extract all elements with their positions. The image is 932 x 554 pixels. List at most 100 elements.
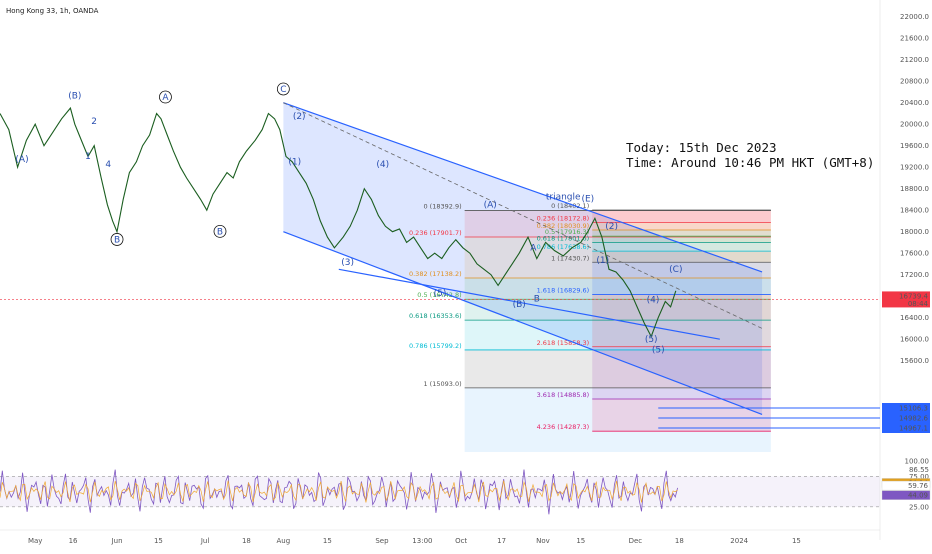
osc-value-label: 44.09 bbox=[908, 492, 928, 500]
osc-value-label: 59.76 bbox=[908, 482, 929, 490]
fib-right-band bbox=[592, 242, 771, 252]
fib-right-label: 2.618 (15858.3) bbox=[537, 339, 590, 347]
price-tag-label: 15106.3 bbox=[899, 405, 928, 413]
wave-label: B bbox=[534, 295, 540, 305]
dashed-trend-line bbox=[283, 102, 763, 329]
wave-label: (B) bbox=[68, 91, 81, 101]
fib-right-label: 0.618 (17801.6) bbox=[537, 234, 590, 242]
price-tick-label: 20400.0 bbox=[900, 99, 929, 107]
fib-left-band bbox=[464, 320, 771, 350]
price-tag-label: 14982.6 bbox=[899, 415, 928, 423]
fib-left-band bbox=[464, 277, 771, 300]
price-tick-label: 16000.0 bbox=[900, 336, 929, 344]
wave-label: (5) bbox=[645, 335, 658, 345]
fib-right-label: 0.382 (18030.9) bbox=[537, 222, 590, 230]
fib-right-label: 4.236 (14287.3) bbox=[537, 423, 590, 431]
wave-label: 2 bbox=[91, 117, 97, 127]
osc-tick-label: 100.00 bbox=[905, 458, 930, 466]
channel-mid-line bbox=[338, 268, 720, 340]
current-price-time: 08:44 bbox=[908, 300, 929, 308]
time-tick-label: Nov bbox=[536, 537, 550, 545]
fib-right-label: 3.618 (14885.8) bbox=[537, 391, 590, 399]
osc-tick-label: 25.00 bbox=[909, 503, 929, 511]
current-price-tag bbox=[882, 291, 930, 308]
current-price-label: 16739.4 bbox=[899, 292, 928, 300]
fib-left-band bbox=[464, 210, 771, 237]
fib-right-label: 0 (18402.1) bbox=[551, 202, 589, 210]
price-tag-box bbox=[882, 403, 930, 413]
fib-left-band bbox=[464, 299, 771, 321]
oscillator-band bbox=[0, 476, 880, 507]
wave-label: A bbox=[530, 243, 537, 253]
note-today: Today: 15th Dec 2023 bbox=[626, 140, 777, 155]
time-tick-label: 2024 bbox=[730, 537, 748, 545]
symbol-title: Hong Kong 33, 1h, OANDA bbox=[6, 7, 99, 15]
price-tag-box bbox=[882, 413, 930, 423]
price-line bbox=[0, 106, 677, 338]
time-tick-label: 15 bbox=[576, 537, 585, 545]
osc-tick-label: 75.00 bbox=[909, 473, 929, 481]
time-tick-label: 18 bbox=[675, 537, 684, 545]
wave-label: (1) bbox=[288, 158, 301, 168]
wave-label: (5) bbox=[434, 289, 447, 299]
wave-label: (4) bbox=[376, 160, 389, 170]
fib-right-label: 1.618 (16829.6) bbox=[537, 287, 590, 295]
price-tick-label: 18800.0 bbox=[900, 185, 929, 193]
wave-label: (1) bbox=[596, 256, 609, 266]
wave-label: (3) bbox=[341, 258, 354, 268]
wave-label: (A) bbox=[15, 155, 28, 165]
wave-label: (A) bbox=[484, 201, 497, 211]
fib-right-label: 0.786 (17638.6) bbox=[537, 243, 590, 251]
fib-right-label: 0.236 (18172.8) bbox=[537, 214, 590, 222]
wave-label: (E) bbox=[581, 195, 594, 205]
price-tick-label: 19600.0 bbox=[900, 142, 929, 150]
price-tick-label: 22000.0 bbox=[900, 13, 929, 21]
oscillator-signal-line bbox=[0, 480, 678, 503]
wave-label: 1 bbox=[85, 152, 91, 162]
time-tick-label: 13:00 bbox=[412, 537, 432, 545]
wave-label: B bbox=[217, 227, 223, 237]
wave-circle bbox=[213, 224, 227, 238]
price-tag-label: 14967.1 bbox=[899, 425, 928, 433]
price-tick-label: 17200.0 bbox=[900, 271, 929, 279]
wave-circle bbox=[276, 82, 290, 96]
wave-label: (2) bbox=[293, 112, 306, 122]
time-tick-label: Jul bbox=[200, 537, 210, 545]
time-tick-label: May bbox=[28, 537, 42, 545]
channel-upper-line bbox=[283, 102, 763, 273]
wave-label: triangle bbox=[546, 192, 581, 202]
time-tick-label: 16 bbox=[69, 537, 78, 545]
wave-label: (2) bbox=[605, 222, 618, 232]
price-tick-label: 17600.0 bbox=[900, 250, 929, 258]
price-tick-label: 20800.0 bbox=[900, 78, 929, 86]
fib-right-label: 1 (17430.7) bbox=[551, 254, 589, 262]
fib-left-band bbox=[464, 349, 771, 388]
osc-value-tag bbox=[881, 480, 931, 491]
time-tick-label: 17 bbox=[497, 537, 506, 545]
fib-left-label: 0.618 (16353.6) bbox=[409, 312, 462, 320]
price-tag-box bbox=[882, 423, 930, 433]
wave-label: (5) bbox=[652, 346, 665, 356]
fib-left-label: 0.382 (17138.2) bbox=[409, 270, 462, 278]
fib-right-band bbox=[592, 230, 771, 237]
time-tick-label: Dec bbox=[629, 537, 643, 545]
fib-right-band bbox=[592, 346, 771, 400]
price-tick-label: 18400.0 bbox=[900, 207, 929, 215]
time-tick-label: 15 bbox=[154, 537, 163, 545]
fib-right-band bbox=[592, 251, 771, 263]
time-tick-label: Oct bbox=[455, 537, 467, 545]
price-tick-label: 21600.0 bbox=[900, 35, 929, 43]
price-tick-label: 16400.0 bbox=[900, 314, 929, 322]
price-tick-label: 20000.0 bbox=[900, 121, 929, 129]
fib-left-label: 1 (15093.0) bbox=[423, 380, 461, 388]
fib-right-band bbox=[592, 236, 771, 243]
wave-label: (C) bbox=[669, 265, 682, 275]
time-tick-label: Aug bbox=[277, 537, 291, 545]
wave-circle bbox=[159, 90, 172, 104]
wave-label: 4 bbox=[105, 160, 111, 170]
price-tick-label: 15600.0 bbox=[900, 357, 929, 365]
fib-right-band bbox=[592, 399, 771, 432]
fib-right-band bbox=[592, 210, 771, 223]
